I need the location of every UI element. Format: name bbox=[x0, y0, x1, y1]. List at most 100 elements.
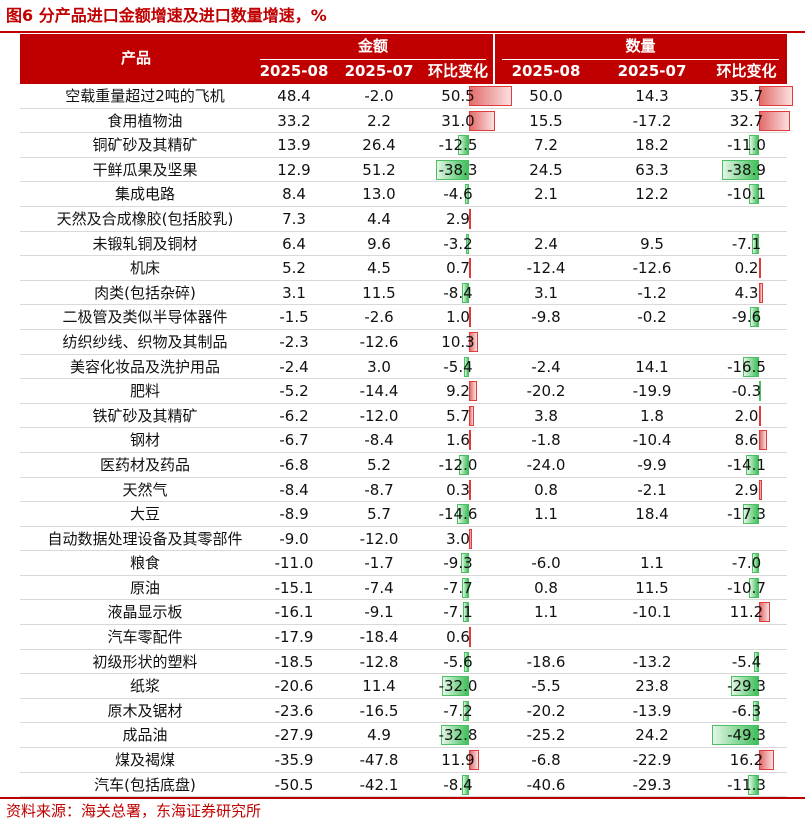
change-bar bbox=[758, 381, 761, 402]
change-bar bbox=[752, 700, 759, 721]
quantity-2025-08: 15.5 bbox=[529, 111, 563, 130]
quantity-2025-08: -5.5 bbox=[531, 677, 561, 696]
change-value: -32.8 bbox=[438, 726, 478, 745]
quantity-2025-08: -25.2 bbox=[526, 726, 566, 745]
amount-2025-07: -2.6 bbox=[364, 308, 394, 327]
quantity-2025-07: 1.1 bbox=[640, 554, 664, 573]
table-row: 铜矿砂及其精矿 13.9 26.4 -12.5 7.2 18.2 -11.0 bbox=[20, 133, 787, 158]
table-row: 大豆 -8.9 5.7 -14.6 1.1 18.4 -17.3 bbox=[20, 502, 787, 527]
change-bar bbox=[436, 159, 469, 180]
quantity-change: 32.7 bbox=[706, 109, 791, 133]
header-col-amount-2025-08: 2025-08 bbox=[259, 62, 329, 80]
change-bar bbox=[441, 725, 469, 746]
table-row: 纸浆 -20.6 11.4 -32.0 -5.5 23.8 -29.3 bbox=[20, 674, 787, 699]
quantity-2025-08: -2.4 bbox=[531, 357, 561, 376]
change-value: -29.3 bbox=[727, 677, 766, 696]
amount-2025-07: 13.0 bbox=[362, 185, 396, 204]
amount-2025-07: 3.0 bbox=[367, 357, 391, 376]
change-bar bbox=[469, 627, 471, 648]
quantity-2025-07: 18.2 bbox=[635, 136, 669, 155]
change-bar bbox=[464, 356, 469, 377]
quantity-change: -17.3 bbox=[706, 502, 787, 526]
change-value: 0.7 bbox=[446, 259, 470, 278]
header-amount-underline bbox=[260, 59, 486, 60]
quantity-2025-07 bbox=[598, 625, 706, 649]
table-row: 汽车(包括底盘) -50.5 -42.1 -8.4 -40.6 -29.3 -11.3 bbox=[20, 773, 787, 798]
amount-change: -32.0 bbox=[422, 674, 494, 698]
amount-2025-08: -16.1 bbox=[274, 603, 314, 622]
product-name: 食用植物油 bbox=[107, 111, 183, 130]
change-value: 0.6 bbox=[446, 628, 470, 647]
table-row: 钢材 -6.7 -8.4 1.6 -1.8 -10.4 8.6 bbox=[20, 428, 787, 453]
change-bar bbox=[748, 577, 759, 598]
change-bar bbox=[759, 479, 762, 500]
quantity-change: -49.3 bbox=[706, 723, 787, 747]
change-value: -5.4 bbox=[443, 357, 473, 376]
amount-2025-08: 3.1 bbox=[282, 283, 306, 302]
amount-change: -9.3 bbox=[422, 551, 494, 575]
header-col-quantity-2025-07: 2025-07 bbox=[617, 62, 687, 80]
amount-2025-08: -11.0 bbox=[274, 554, 314, 573]
header-quantity-underline bbox=[502, 59, 779, 60]
quantity-change: 4.3 bbox=[706, 281, 787, 305]
quantity-2025-08: -20.2 bbox=[526, 701, 566, 720]
title-divider bbox=[0, 31, 805, 33]
amount-change: 31.0 bbox=[422, 109, 496, 133]
table-row: 天然及合成橡胶(包括胶乳) 7.3 4.4 2.9 bbox=[20, 207, 787, 232]
amount-change: -12.0 bbox=[422, 453, 494, 477]
table-row: 天然气 -8.4 -8.7 0.3 0.8 -2.1 2.9 bbox=[20, 478, 787, 503]
change-bar bbox=[759, 282, 764, 303]
quantity-2025-08: 7.2 bbox=[534, 136, 558, 155]
amount-change: 5.7 bbox=[422, 404, 494, 428]
amount-change: 2.9 bbox=[422, 207, 494, 231]
change-bar bbox=[721, 159, 759, 180]
change-value: -7.1 bbox=[731, 234, 762, 253]
change-bar bbox=[469, 479, 471, 500]
header-product: 产品 bbox=[120, 49, 151, 67]
change-bar bbox=[469, 258, 471, 279]
table-row: 粮食 -11.0 -1.7 -9.3 -6.0 1.1 -7.0 bbox=[20, 551, 787, 576]
table-row: 空载重量超过2吨的飞机 48.4 -2.0 50.5 50.0 14.3 35.7 bbox=[20, 84, 794, 109]
amount-2025-08: 33.2 bbox=[277, 111, 311, 130]
table-row: 机床 5.2 4.5 0.7 -12.4 -12.6 0.2 bbox=[20, 256, 787, 281]
quantity-change: -16.5 bbox=[706, 355, 787, 379]
quantity-2025-08: 1.1 bbox=[534, 505, 558, 524]
amount-change: -3.2 bbox=[422, 232, 494, 256]
quantity-2025-07 bbox=[598, 527, 706, 551]
product-name: 自动数据处理设备及其零部件 bbox=[47, 529, 243, 548]
amount-2025-07: 4.4 bbox=[367, 209, 391, 228]
change-bar bbox=[464, 651, 469, 672]
amount-2025-07: -2.0 bbox=[364, 87, 394, 105]
amount-change: 1.0 bbox=[422, 305, 494, 329]
change-value: -7.7 bbox=[443, 578, 473, 597]
change-bar bbox=[469, 86, 512, 106]
amount-2025-07: -47.8 bbox=[359, 751, 399, 770]
change-value: 2.9 bbox=[446, 209, 470, 228]
change-value: -38.3 bbox=[438, 160, 478, 179]
product-name: 干鲜瓜果及坚果 bbox=[92, 160, 198, 179]
amount-2025-08: -5.2 bbox=[279, 382, 309, 401]
change-bar bbox=[752, 233, 759, 254]
product-name: 美容化妆品及洗护用品 bbox=[69, 357, 220, 376]
quantity-2025-07: -2.1 bbox=[637, 480, 667, 499]
quantity-2025-08: 0.8 bbox=[534, 480, 558, 499]
change-value: -12.5 bbox=[438, 136, 478, 155]
product-name: 纺织纱线、织物及其制品 bbox=[62, 332, 228, 351]
table-row: 美容化妆品及洗护用品 -2.4 3.0 -5.4 -2.4 14.1 -16.5 bbox=[20, 355, 787, 380]
change-value: -10.7 bbox=[727, 578, 766, 597]
quantity-2025-07: -13.2 bbox=[632, 652, 672, 671]
quantity-2025-07: 1.8 bbox=[640, 406, 664, 425]
product-name: 粮食 bbox=[129, 554, 160, 573]
amount-2025-08: 8.4 bbox=[282, 185, 306, 204]
quantity-2025-08: 24.5 bbox=[529, 160, 563, 179]
quantity-2025-08: 2.4 bbox=[534, 234, 558, 253]
header-col-amount-change: 环比变化 bbox=[427, 62, 488, 80]
quantity-2025-07: 9.5 bbox=[640, 234, 664, 253]
quantity-2025-07: -9.9 bbox=[637, 455, 667, 474]
change-bar bbox=[461, 774, 469, 795]
amount-2025-08: -15.1 bbox=[274, 578, 314, 597]
amount-2025-07: 11.4 bbox=[362, 677, 396, 696]
amount-change: -7.2 bbox=[422, 699, 494, 723]
product-name: 煤及褐煤 bbox=[114, 751, 175, 770]
change-value: -6.3 bbox=[731, 701, 762, 720]
